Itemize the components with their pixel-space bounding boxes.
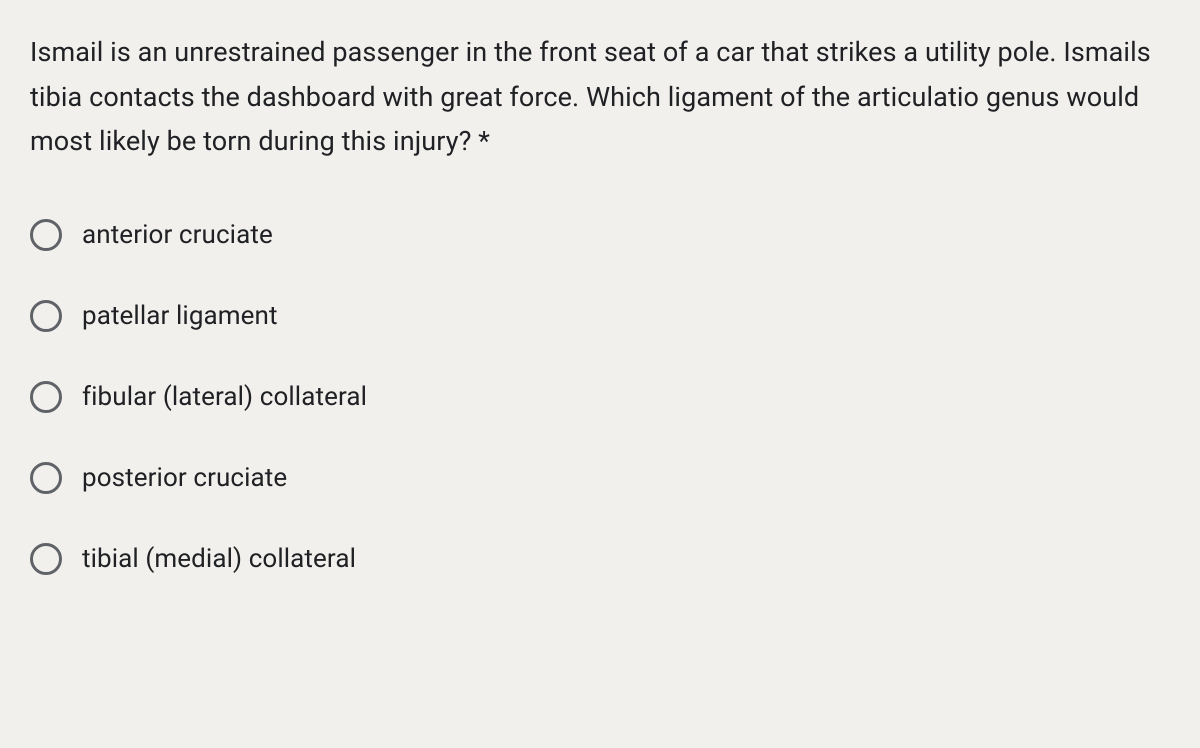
radio-icon[interactable] <box>30 381 62 413</box>
options-group: anterior cruciate patellar ligament fibu… <box>30 219 1170 575</box>
option-anterior-cruciate[interactable]: anterior cruciate <box>30 219 1170 251</box>
option-label: posterior cruciate <box>82 463 287 493</box>
option-label: patellar ligament <box>82 301 278 331</box>
option-tibial-medial-collateral[interactable]: tibial (medial) collateral <box>30 543 1170 575</box>
radio-icon[interactable] <box>30 219 62 251</box>
option-label: fibular (lateral) collateral <box>82 382 367 412</box>
radio-icon[interactable] <box>30 300 62 332</box>
option-patellar-ligament[interactable]: patellar ligament <box>30 300 1170 332</box>
option-label: tibial (medial) collateral <box>82 544 356 574</box>
question-text: Ismail is an unrestrained passenger in t… <box>30 30 1170 164</box>
radio-icon[interactable] <box>30 462 62 494</box>
option-label: anterior cruciate <box>82 220 273 250</box>
radio-icon[interactable] <box>30 543 62 575</box>
option-posterior-cruciate[interactable]: posterior cruciate <box>30 462 1170 494</box>
option-fibular-lateral-collateral[interactable]: fibular (lateral) collateral <box>30 381 1170 413</box>
